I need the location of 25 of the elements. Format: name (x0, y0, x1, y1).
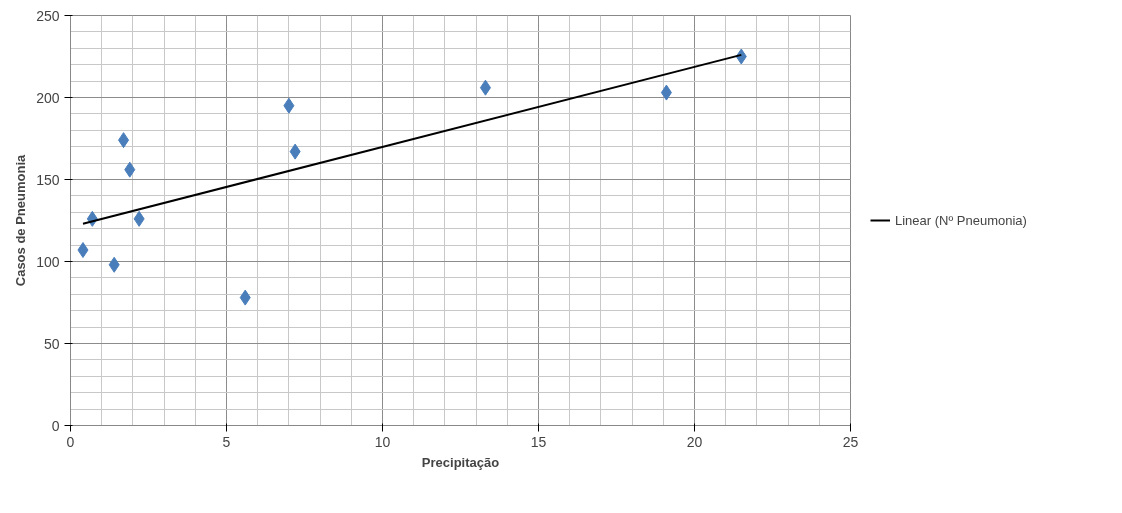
point (239, 289, 251, 306)
y-axis-title: Casos de Pneumonia (13, 153, 29, 287)
point (289, 143, 301, 160)
point (479, 79, 491, 96)
y-tick-label: 0 (51, 417, 60, 434)
point (660, 84, 672, 101)
point (283, 97, 295, 114)
point (124, 161, 136, 178)
y-tick-label: 250 (36, 7, 60, 24)
x-tick-label: 20 (686, 433, 703, 450)
y-tick-label: 50 (43, 335, 60, 352)
legend-label: Linear (Nº Pneumonia) (895, 212, 1027, 228)
x-tick-label: 10 (374, 433, 391, 450)
x-tick-label: 15 (530, 433, 547, 450)
x-tick-label: 0 (66, 433, 75, 450)
x-tick-label: 25 (842, 433, 859, 450)
x-axis-title: Precipitação (421, 454, 500, 470)
y-tick-label: 200 (36, 89, 60, 106)
x-tick-label: 5 (222, 433, 231, 450)
point (108, 256, 120, 273)
y-tick-label: 150 (36, 171, 60, 188)
point (118, 132, 130, 149)
point (133, 210, 145, 227)
y-tick-label: 100 (36, 253, 60, 270)
point (77, 242, 89, 259)
